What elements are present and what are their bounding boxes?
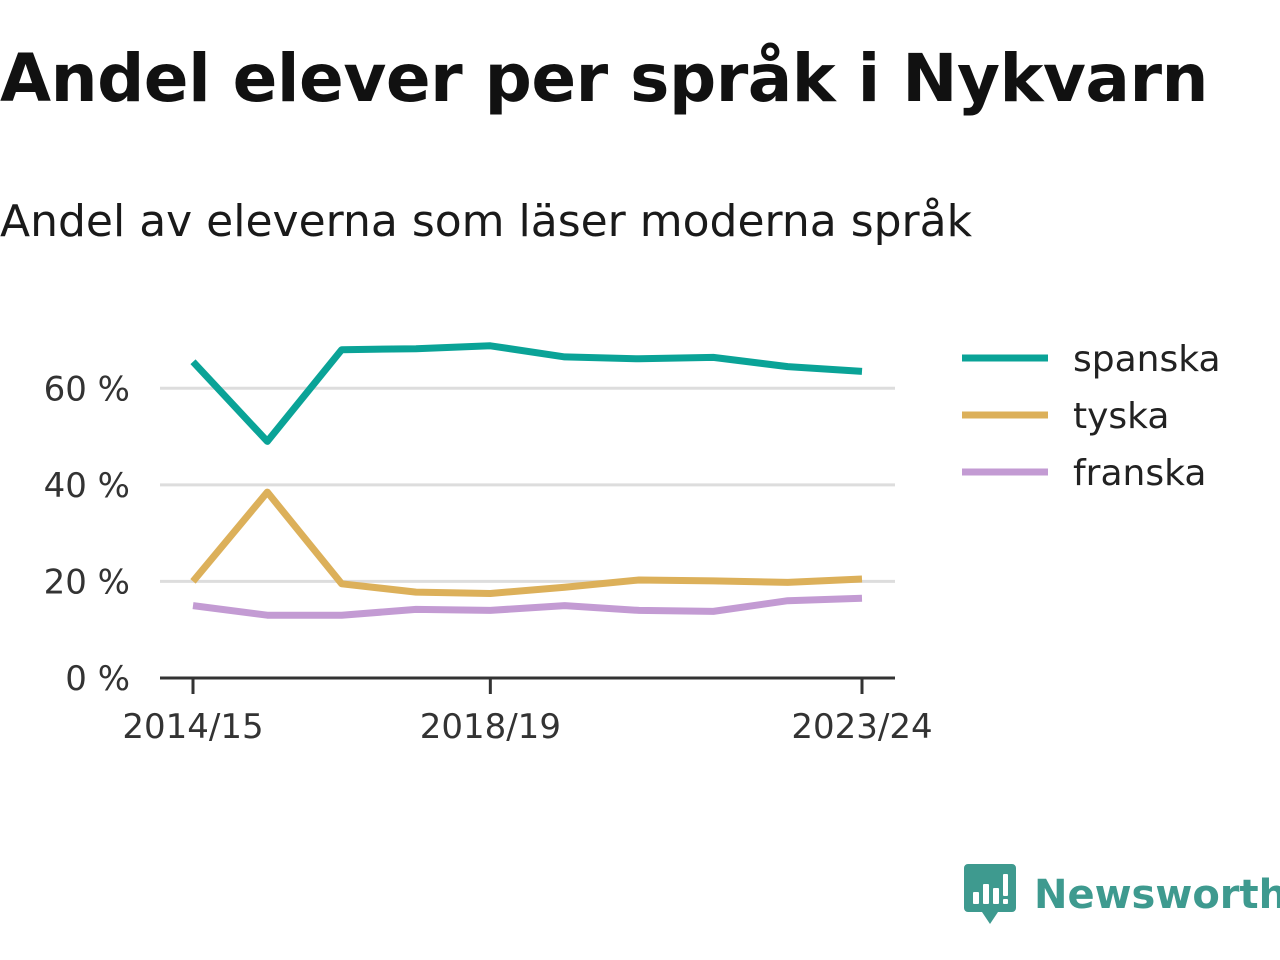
brand-logo: Newsworthy — [964, 864, 1280, 926]
x-tick-labels: 2014/15 2018/19 2023/24 — [122, 707, 932, 747]
y-tick-label: 0 % — [65, 659, 130, 699]
x-axis — [160, 676, 895, 694]
x-tick-label: 2014/15 — [122, 707, 263, 747]
legend-label-tyska: tyska — [1073, 396, 1169, 437]
y-tick-label: 40 % — [44, 466, 130, 506]
series-lines — [190, 342, 863, 619]
series-line-spanska — [190, 342, 863, 445]
grid-lines — [160, 386, 895, 583]
x-tick-label: 2023/24 — [791, 707, 932, 747]
legend-label-franska: franska — [1073, 453, 1206, 494]
legend: spanska tyska franska — [962, 339, 1221, 494]
chart-subtitle: Andel av eleverna som läser moderna språ… — [0, 196, 973, 247]
y-tick-labels: 0 % 20 % 40 % 60 % — [44, 369, 130, 699]
chart-title: Andel elever per språk i Nykvarn — [0, 40, 1209, 117]
x-tick-label: 2018/19 — [420, 707, 561, 747]
y-tick-label: 60 % — [44, 369, 130, 409]
series-line-tyska — [190, 488, 863, 597]
y-tick-label: 20 % — [44, 562, 130, 602]
legend-label-spanska: spanska — [1073, 339, 1221, 380]
brand-name: Newsworthy — [1034, 872, 1280, 918]
series-line-franska — [192, 594, 863, 619]
newsworthy-logo-icon — [964, 864, 1016, 924]
